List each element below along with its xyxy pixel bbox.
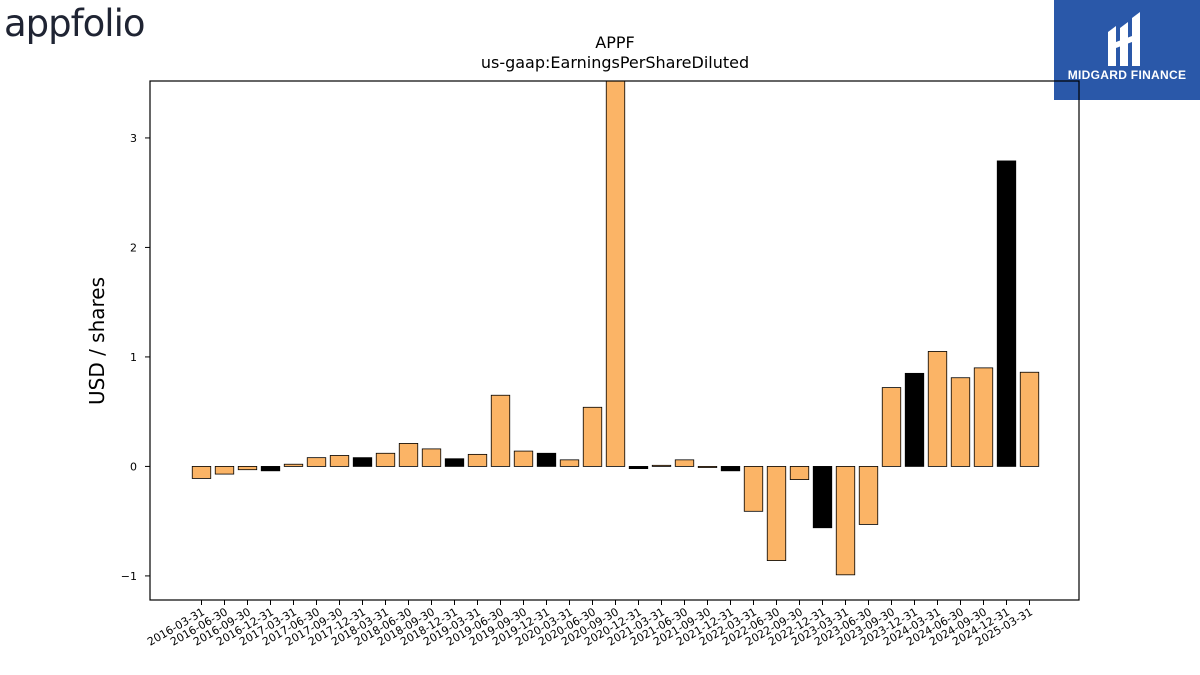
midgard-finance-logo: MIDGARD FINANCE — [1054, 0, 1200, 100]
chart-title: APPF — [595, 33, 634, 52]
bar-series — [191, 80, 1040, 576]
bar-2018-12-31 — [444, 458, 465, 467]
publisher-name: MIDGARD FINANCE — [1067, 68, 1187, 82]
bar-2017-09-30 — [329, 455, 350, 467]
bar-2021-09-30 — [697, 466, 718, 468]
y-tick-label: 3 — [130, 132, 137, 145]
bar-2022-06-30 — [766, 466, 787, 561]
bar-2021-12-31 — [720, 466, 741, 472]
y-axis-ticks: −1 0 1 2 3 — [121, 132, 150, 583]
chart-subtitle: us-gaap:EarningsPerShareDiluted — [481, 53, 749, 72]
y-axis-label: USD / shares — [85, 277, 109, 405]
bar-2022-03-31 — [743, 466, 764, 512]
y-tick-label: 1 — [130, 351, 137, 364]
bar-2019-09-30 — [513, 450, 534, 467]
bar-2016-12-31 — [260, 466, 281, 472]
bar-2017-03-31 — [283, 463, 304, 467]
x-axis-ticks: 2016-03-312016-06-302016-09-302016-12-31… — [145, 600, 1035, 649]
bar-2021-06-30 — [674, 459, 695, 467]
appfolio-logo: appfolio — [4, 2, 146, 45]
bar-2024-09-30 — [973, 367, 994, 467]
bar-2024-12-31 — [996, 160, 1017, 467]
bar-2022-09-30 — [789, 466, 810, 480]
bar-2020-12-31 — [628, 466, 649, 470]
bar-2021-03-31 — [651, 464, 672, 467]
bar-2020-03-31 — [559, 459, 580, 467]
midgard-mark-icon — [1108, 12, 1140, 66]
bar-2017-12-31 — [352, 457, 373, 467]
bar-2019-03-31 — [467, 453, 488, 467]
bar-2018-03-31 — [375, 452, 396, 467]
bar-2017-06-30 — [306, 457, 327, 467]
bar-2016-03-31 — [191, 466, 212, 479]
y-tick-label: 2 — [130, 241, 137, 254]
bar-2023-12-31 — [904, 372, 925, 467]
bar-2019-12-31 — [536, 452, 557, 467]
bar-2020-09-30 — [605, 80, 626, 467]
plot-frame — [149, 80, 1080, 601]
bar-2020-06-30 — [582, 406, 603, 467]
bar-2023-03-31 — [835, 466, 856, 576]
bar-2018-09-30 — [421, 448, 442, 467]
bar-2023-06-30 — [858, 466, 879, 525]
bar-2024-06-30 — [950, 377, 971, 467]
bar-2024-03-31 — [927, 351, 948, 467]
y-tick-label: −1 — [121, 570, 137, 583]
bar-2025-03-31 — [1019, 371, 1040, 467]
bar-2016-09-30 — [237, 466, 258, 471]
bar-2019-06-30 — [490, 394, 511, 467]
y-tick-label: 0 — [130, 460, 137, 473]
bar-2016-06-30 — [214, 466, 235, 475]
bar-2022-12-31 — [812, 466, 833, 529]
bar-2023-09-30 — [881, 387, 902, 467]
bar-2018-06-30 — [398, 443, 419, 467]
